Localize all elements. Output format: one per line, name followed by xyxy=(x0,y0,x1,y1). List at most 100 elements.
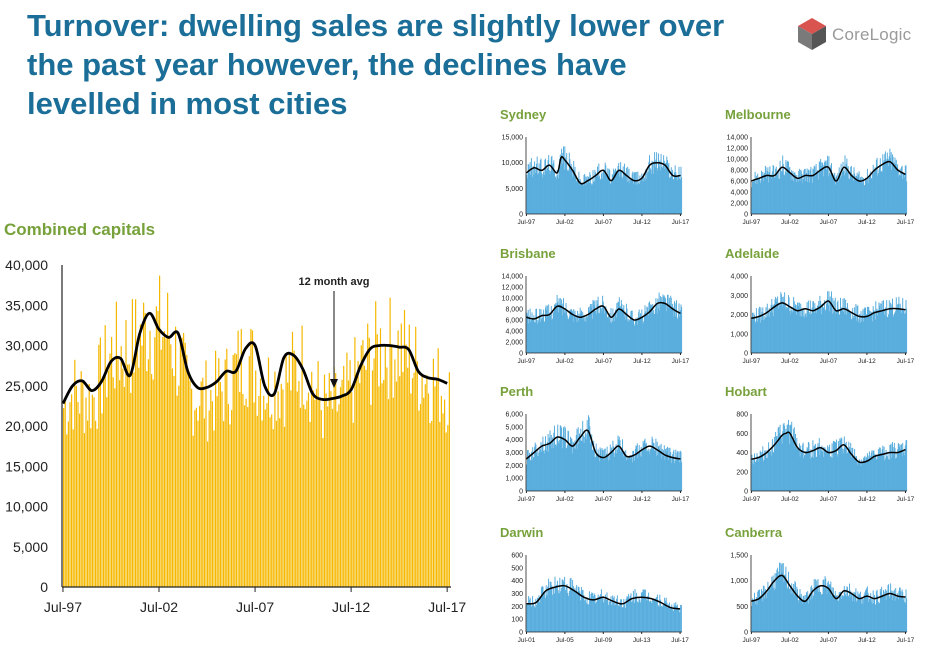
bar xyxy=(532,177,534,214)
bar xyxy=(824,576,826,632)
bar xyxy=(777,175,779,214)
bar xyxy=(886,455,888,491)
bar xyxy=(552,587,554,632)
bar xyxy=(797,602,799,632)
bar xyxy=(336,411,338,587)
bar xyxy=(807,448,809,491)
bar xyxy=(668,453,670,491)
bar xyxy=(872,590,874,632)
bar xyxy=(816,585,818,632)
bar xyxy=(882,445,884,491)
bar xyxy=(840,437,842,491)
bar xyxy=(637,458,639,491)
bar xyxy=(550,581,552,632)
bar xyxy=(806,168,808,214)
bar xyxy=(892,154,893,214)
bar xyxy=(652,598,654,632)
bar xyxy=(755,175,757,214)
bar xyxy=(667,164,669,214)
bar xyxy=(351,392,353,587)
bar xyxy=(541,451,543,491)
bar xyxy=(106,397,108,587)
bar xyxy=(529,308,531,353)
bar xyxy=(876,308,878,353)
bar xyxy=(866,457,868,491)
bar xyxy=(554,576,556,632)
bar xyxy=(625,598,627,632)
bar xyxy=(752,458,754,491)
bar xyxy=(667,446,668,491)
bar xyxy=(416,361,418,587)
bar xyxy=(773,304,775,353)
bar xyxy=(659,452,661,491)
bar xyxy=(613,321,615,353)
bar xyxy=(849,597,851,632)
bar xyxy=(807,603,809,632)
bar xyxy=(884,589,886,632)
bar xyxy=(391,345,393,587)
bar xyxy=(537,321,539,353)
bar xyxy=(754,315,755,353)
bar xyxy=(762,181,764,214)
bar xyxy=(792,307,794,353)
bar xyxy=(602,295,604,353)
bar xyxy=(677,180,679,214)
bar xyxy=(673,603,675,632)
bar xyxy=(558,167,560,214)
bar xyxy=(888,165,890,214)
bar xyxy=(631,456,632,491)
bar xyxy=(870,452,872,491)
bar xyxy=(900,310,902,353)
bar xyxy=(819,162,821,214)
y-tick-label: 5,000 xyxy=(505,424,523,431)
bar xyxy=(806,592,807,632)
bar xyxy=(851,592,853,632)
bar xyxy=(889,596,891,632)
bar xyxy=(564,146,566,214)
bar xyxy=(411,378,414,587)
bar xyxy=(879,589,881,632)
bar xyxy=(666,305,668,353)
bar xyxy=(800,596,802,632)
bar xyxy=(623,456,625,491)
bar xyxy=(541,319,543,353)
bar xyxy=(824,309,826,353)
bar xyxy=(799,456,801,491)
bar xyxy=(638,184,640,214)
bar xyxy=(614,605,616,632)
chart-title: Darwin xyxy=(500,525,543,540)
bar xyxy=(551,585,553,632)
bar xyxy=(784,305,786,353)
bar xyxy=(795,174,796,214)
bar xyxy=(813,165,815,214)
bar xyxy=(642,323,644,353)
bar xyxy=(788,420,789,491)
bar xyxy=(847,166,849,214)
bar xyxy=(851,318,853,353)
bar xyxy=(670,167,672,214)
bar xyxy=(898,590,900,632)
bar xyxy=(820,162,822,214)
bar xyxy=(640,316,642,353)
bar xyxy=(787,424,789,491)
bar xyxy=(768,448,770,491)
bar xyxy=(546,309,548,353)
bar xyxy=(666,156,668,214)
bar xyxy=(813,446,815,491)
bar xyxy=(585,322,587,353)
bar xyxy=(869,173,871,214)
bar xyxy=(629,317,631,353)
bar xyxy=(99,337,101,587)
bar xyxy=(775,432,777,491)
bar xyxy=(773,590,775,632)
bar xyxy=(804,169,805,214)
bar xyxy=(175,326,177,587)
bar xyxy=(813,595,814,632)
bar xyxy=(798,171,800,214)
bar xyxy=(571,438,573,491)
bar xyxy=(649,304,651,353)
bar xyxy=(593,452,595,491)
bar xyxy=(648,592,650,632)
bar xyxy=(581,184,582,214)
bar xyxy=(761,312,763,353)
